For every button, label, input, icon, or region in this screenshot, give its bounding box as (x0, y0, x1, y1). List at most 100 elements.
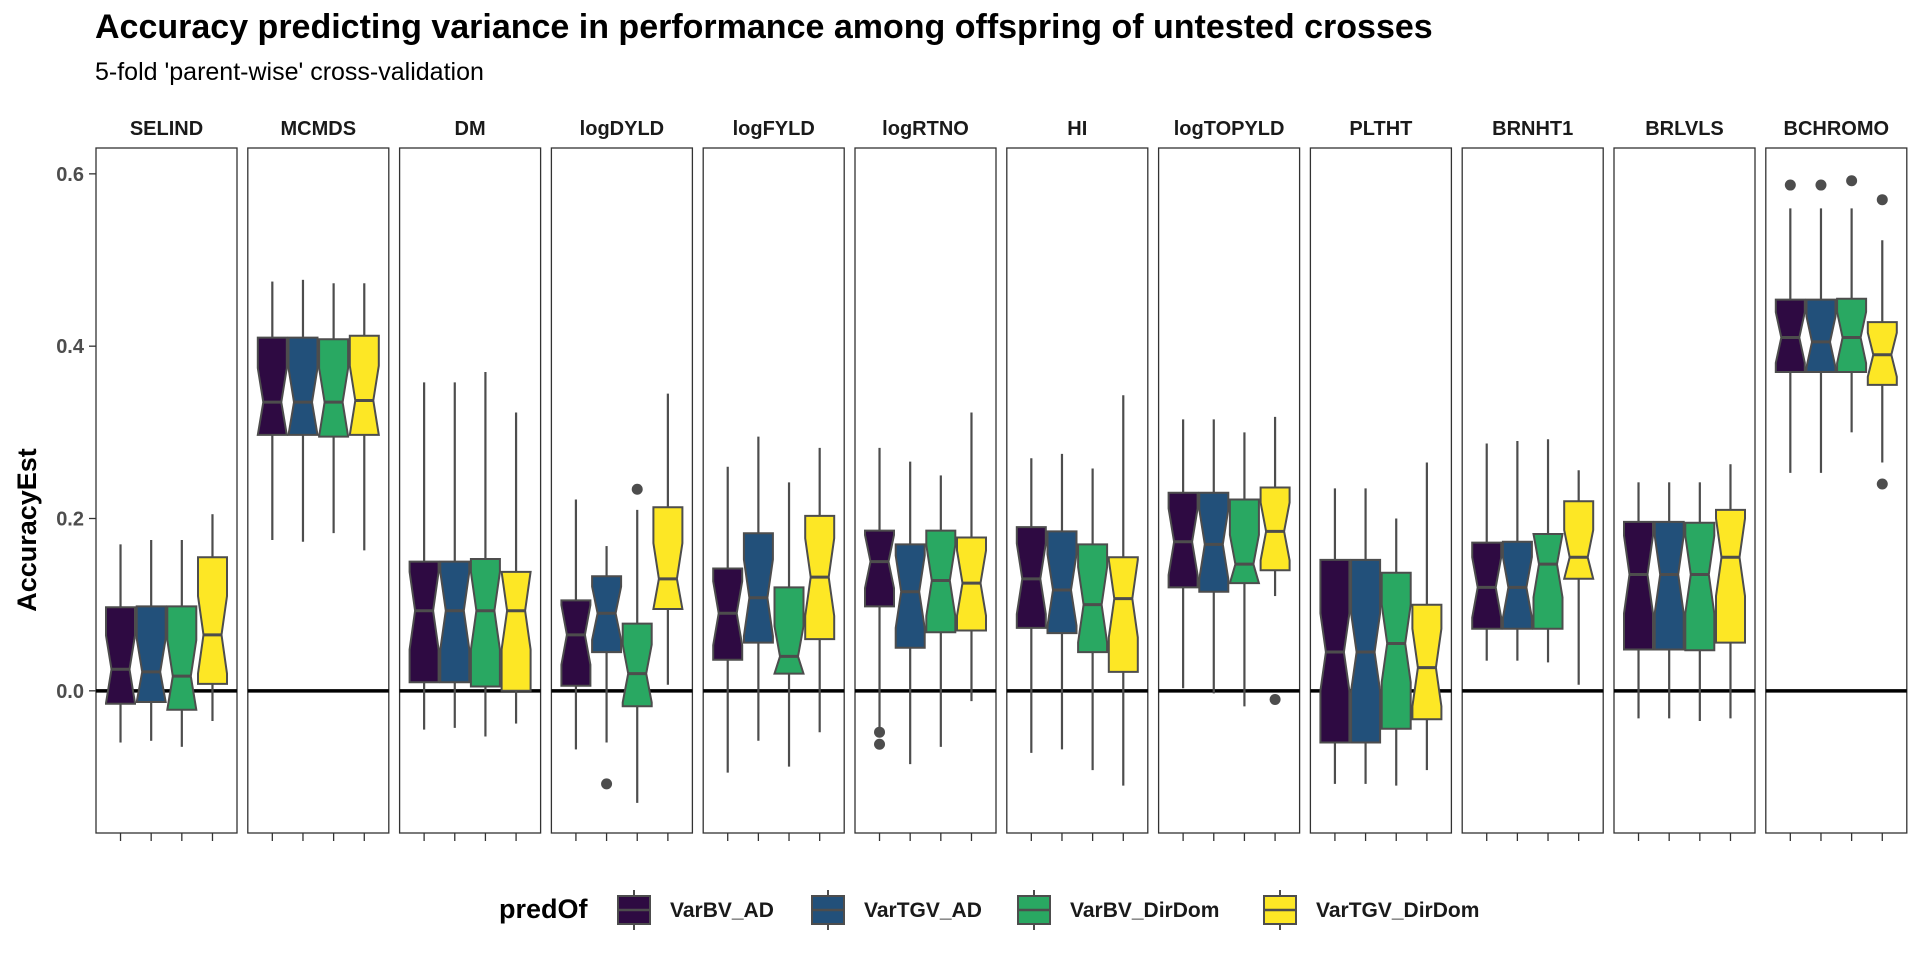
facet-panel-hi: HI (1006, 118, 1149, 841)
box-vartgv-ad (894, 461, 926, 765)
box-varbv-ad (408, 382, 440, 730)
panel-frame (1461, 147, 1604, 834)
panel-frame (247, 147, 390, 834)
box-body (894, 543, 926, 649)
outlier-point (631, 483, 643, 495)
facet-label: logTOPYLD (1174, 118, 1285, 140)
facet-panel-brlvls: BRLVLS (1613, 118, 1756, 841)
chart-title: Accuracy predicting variance in performa… (95, 8, 1433, 46)
box-body (864, 529, 895, 608)
box-body (652, 506, 684, 610)
box-varbv-ad (864, 447, 895, 750)
box-body (1198, 491, 1230, 593)
outlier-point (1846, 175, 1858, 187)
box-vartgv-dirdom (197, 514, 228, 721)
box-varbv-dirdom (166, 540, 198, 747)
legend-title: predOf (499, 894, 589, 924)
outlier-point (874, 738, 886, 750)
legend: predOf VarBV_AD VarTGV_AD VarBV_DirDom VarT… (499, 890, 1479, 930)
box-varbv-dirdom (469, 372, 501, 737)
box-body (773, 586, 805, 675)
box-vartgv-dirdom (1562, 470, 1595, 685)
box-varbv-dirdom (1380, 518, 1412, 786)
box-varbv-dirdom (621, 483, 653, 803)
legend-label: VarBV_AD (670, 899, 774, 922)
box-vartgv-dirdom (804, 447, 836, 733)
legend-item-varbv-ad: VarBV_AD (617, 890, 774, 930)
facet-panel-brnht1: BRNHT1 (1461, 118, 1604, 841)
box-varbv-ad (256, 281, 288, 541)
box-vartgv-dirdom (1715, 464, 1746, 719)
box-vartgv-ad (1501, 440, 1533, 661)
legend-item-vartgv-ad: VarTGV_AD (811, 890, 982, 930)
legend-label: VarTGV_AD (864, 899, 982, 922)
facet-label: logFYLD (733, 118, 815, 140)
facet-label: BCHROMO (1784, 118, 1890, 140)
outlier-point (601, 778, 613, 790)
panel-frame (1613, 147, 1756, 834)
facet-label: logRTNO (882, 118, 969, 140)
facet-panel-logdyld: logDYLD (550, 118, 694, 841)
box-vartgv-ad (742, 436, 774, 741)
facet-panel-mcmds: MCMDS (247, 118, 390, 841)
facet-label: SELIND (130, 118, 203, 140)
box-body (1836, 297, 1868, 373)
outlier-point (1784, 179, 1796, 191)
box-vartgv-dirdom (348, 283, 380, 551)
box-body (1532, 533, 1564, 630)
facet-panel-dm: DM (398, 118, 542, 841)
box-vartgv-ad (135, 540, 167, 741)
box-body (1077, 543, 1109, 654)
panel-frame (95, 147, 238, 834)
box-body (1501, 540, 1533, 630)
facet-label: BRNHT1 (1492, 118, 1573, 140)
box-body (439, 560, 471, 684)
box-varbv-dirdom (925, 475, 957, 747)
box-varbv-ad (1471, 443, 1503, 661)
box-body (1259, 486, 1291, 572)
box-body (1046, 530, 1078, 635)
box-varbv-ad (560, 499, 592, 750)
facet-panel-logfyld: logFYLD (702, 118, 845, 841)
facet-panel-pltht: PLTHT (1309, 118, 1453, 841)
box-body (166, 605, 198, 711)
legend-label: VarBV_DirDom (1070, 899, 1219, 922)
box-body (469, 558, 501, 688)
box-vartgv-ad (1046, 453, 1078, 750)
facet-panels: SELIND MCMDS DM logDYLD logFYLD logRTNO HI logT… (95, 118, 1908, 841)
box-body (560, 599, 592, 687)
box-vartgv-dirdom (500, 412, 532, 724)
legend-label: VarTGV_DirDom (1316, 899, 1479, 922)
box-body (318, 338, 350, 438)
facet-label: MCMDS (281, 118, 357, 140)
box-varbv-ad (1774, 179, 1806, 473)
box-body (1228, 498, 1261, 585)
panel-frame (1765, 147, 1908, 834)
y-tick-label: 0.6 (56, 164, 84, 186)
box-body (197, 556, 228, 685)
box-body (1562, 500, 1595, 580)
facet-panel-bchromo: BCHROMO (1765, 118, 1908, 841)
box-body (1805, 298, 1837, 373)
box-varbv-dirdom (318, 283, 350, 534)
box-body (1471, 541, 1503, 630)
panel-frame (398, 147, 542, 834)
box-vartgv-ad (1198, 419, 1230, 694)
outlier-point (1269, 693, 1281, 705)
box-vartgv-ad (287, 279, 319, 542)
box-varbv-ad (1319, 488, 1351, 784)
box-vartgv-dirdom (1259, 416, 1291, 705)
box-vartgv-dirdom (1411, 462, 1443, 771)
box-body (1684, 521, 1716, 652)
outlier-point (1876, 478, 1888, 490)
box-vartgv-ad (1350, 488, 1382, 784)
y-tick-label: 0.4 (56, 336, 85, 358)
box-body (105, 606, 136, 705)
y-tick-label: 0.0 (56, 681, 84, 703)
box-body (408, 560, 440, 684)
facet-label: BRLVLS (1645, 118, 1724, 140)
box-vartgv-ad (439, 382, 471, 728)
box-vartgv-dirdom (652, 393, 684, 685)
box-vartgv-ad (591, 546, 623, 790)
